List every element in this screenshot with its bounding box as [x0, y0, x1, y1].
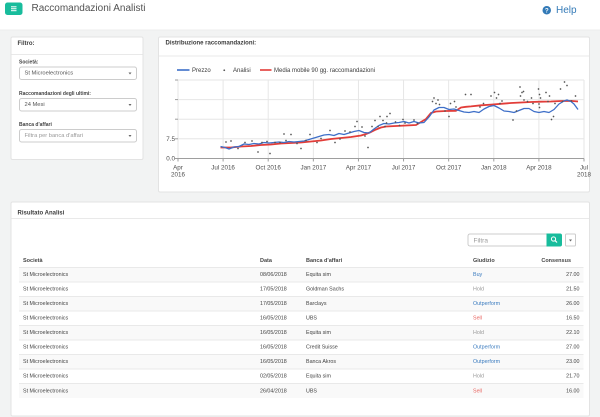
svg-text:Oct 2017: Oct 2017 [436, 165, 462, 172]
svg-text:Apr: Apr [173, 165, 183, 172]
svg-text:2018: 2018 [577, 172, 591, 179]
svg-text:Oct 2016: Oct 2016 [256, 165, 282, 172]
svg-text:Jul: Jul [580, 165, 588, 172]
svg-text:Jul 2016: Jul 2016 [211, 165, 235, 172]
svg-text:2016: 2016 [171, 172, 185, 179]
svg-text:0.0: 0.0 [166, 156, 175, 163]
svg-text:7.5: 7.5 [166, 136, 175, 143]
svg-text:?: ? [545, 8, 549, 15]
svg-text:Jan 2018: Jan 2018 [481, 165, 507, 172]
svg-text:Apr 2018: Apr 2018 [526, 165, 552, 172]
svg-text:Apr 2017: Apr 2017 [346, 165, 372, 172]
svg-text:Jul 2017: Jul 2017 [392, 165, 416, 172]
svg-text:Jan 2017: Jan 2017 [300, 165, 326, 172]
